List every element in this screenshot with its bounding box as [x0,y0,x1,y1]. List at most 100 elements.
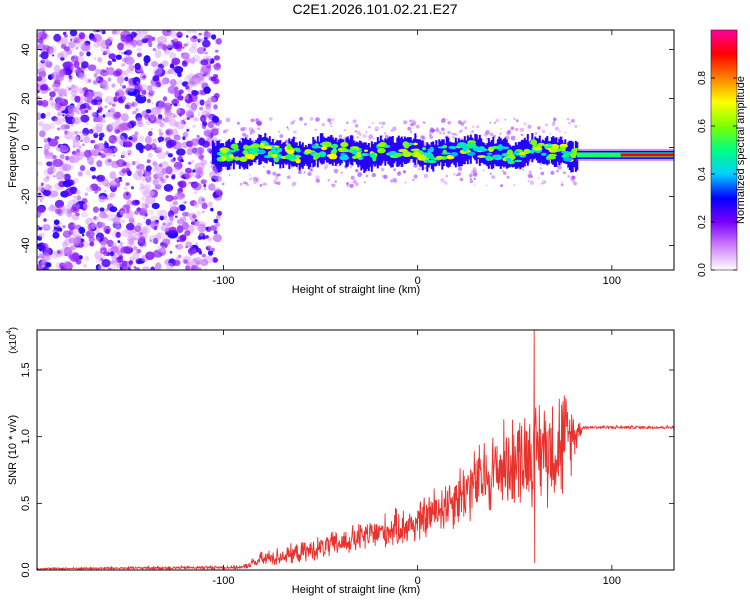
noise-blob [167,153,173,158]
noise-blob [166,70,171,75]
noise-blob [73,37,81,44]
noise-blob [62,230,72,238]
noise-blob [96,101,103,108]
noise-blob [176,237,181,241]
signal-band-column [217,140,220,173]
signal-halo-dot [513,184,516,187]
signal-halo-dot [216,127,220,131]
noise-blob [202,39,211,48]
signal-band-column [337,139,340,164]
signal-peak-blob [320,146,328,151]
noise-blob [196,76,205,85]
signal-halo-dot [472,125,475,129]
signal-band-column [457,138,460,167]
signal-halo-dot [523,122,527,126]
signal-band-column [300,144,303,168]
noise-blob [139,210,147,216]
noise-blob [105,46,109,50]
noise-blob [37,161,43,166]
noise-blob [57,250,61,254]
signal-halo-dot [500,184,503,188]
noise-blob [37,43,46,52]
noise-blob [152,165,159,173]
signal-band-column [363,142,366,173]
noise-blob [188,104,197,113]
noise-blob [115,54,122,60]
signal-halo-dot [392,126,397,131]
signal-peak-blob [331,143,339,149]
noise-blob [145,174,152,183]
noise-blob [58,227,63,232]
noise-blob [202,259,207,265]
noise-blob [154,147,162,154]
noise-blob [132,76,141,86]
noise-blob [86,229,95,239]
noise-blob [205,227,209,230]
noise-blob [125,73,129,78]
signal-peak-blob [321,141,332,146]
noise-blob [59,144,71,154]
noise-blob [82,202,91,210]
noise-blob [93,73,98,78]
signal-peak-blob [427,153,433,158]
noise-blob [148,234,160,244]
snr-y-tick-label: 0.0 [20,562,32,577]
noise-blob [198,267,202,270]
signal-halo-dot [252,176,258,182]
noise-blob [165,231,170,236]
noise-blob [62,225,66,229]
noise-blob [145,251,155,260]
signal-halo-dot [402,170,407,174]
signal-band-column [366,145,369,169]
noise-blob [57,88,67,96]
noise-blob [136,165,140,169]
noise-blob [108,102,112,106]
noise-blob [37,264,43,270]
signal-halo-dot [287,128,290,130]
noise-blob [110,260,115,264]
noise-blob [193,117,198,121]
noise-blob [186,116,190,121]
noise-blob [165,175,169,179]
noise-blob [135,258,143,265]
noise-blob [46,161,53,167]
noise-blob [177,72,182,78]
signal-halo-dot [539,167,542,170]
signal-halo-dot [384,132,387,135]
noise-blob [79,165,86,172]
signal-peak-blob [271,147,276,154]
noise-blob [116,75,125,84]
noise-blob [113,163,119,169]
signal-peak-blob [523,148,531,155]
noise-blob [168,118,178,127]
noise-blob [56,171,64,180]
noise-blob [53,33,62,42]
signal-halo-dot [571,119,575,123]
signal-band-column [469,134,472,164]
signal-halo-dot [423,173,428,179]
noise-blob [123,140,133,148]
noise-blob [179,182,184,188]
noise-blob [184,94,193,104]
signal-halo-dot [330,125,333,128]
signal-peak-blob [352,155,358,160]
noise-blob [150,220,159,230]
signal-peak-blob [442,144,447,149]
noise-blob [163,176,168,180]
noise-blob [37,67,46,75]
signal-peak-blob [530,139,538,146]
noise-blob [61,241,68,249]
signal-peak-blob [472,146,482,152]
noise-blob [70,85,79,93]
signal-peak-blob [501,153,507,157]
noise-blob [93,132,99,139]
noise-blob [158,129,162,133]
noise-blob [142,179,145,183]
signal-halo-dot [297,170,302,175]
spectrogram-y-tick-label: 0 [20,144,32,150]
noise-blob [151,142,157,148]
signal-halo-dot [222,129,227,134]
noise-blob [202,236,206,240]
signal-halo-dot [383,174,388,179]
signal-halo-dot [489,121,492,124]
